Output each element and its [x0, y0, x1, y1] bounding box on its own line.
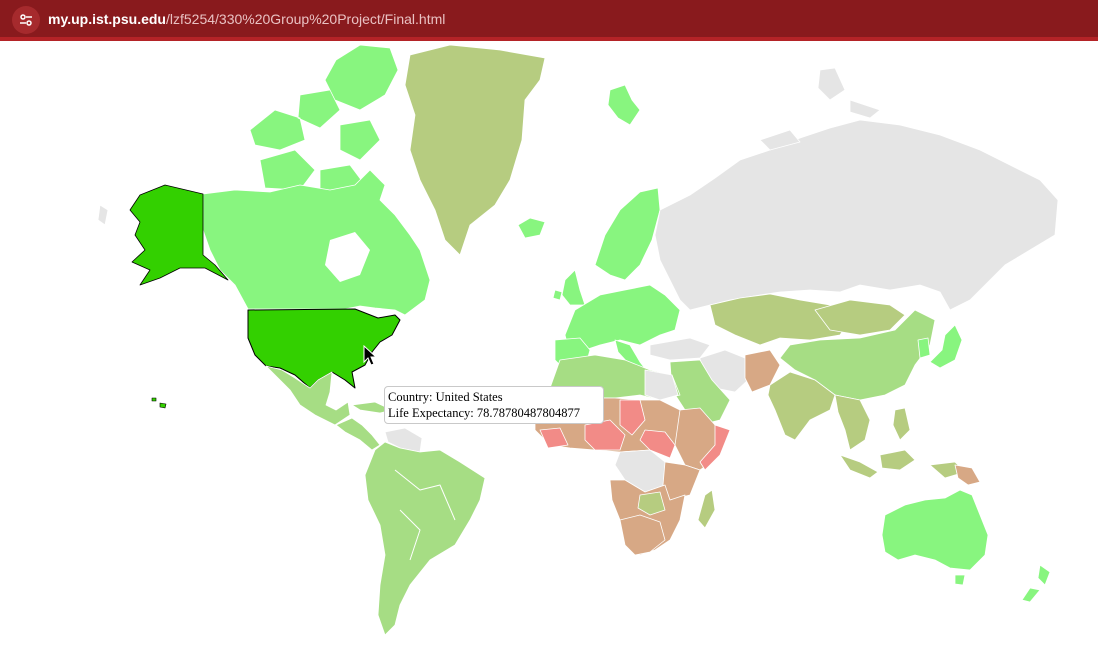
country-papua-new-guinea[interactable]: [954, 464, 981, 486]
country-mexico[interactable]: [265, 365, 351, 426]
tooltip-life-expectancy: Life Expectancy: 78.78780487804877: [388, 406, 580, 420]
country-usa-hawaii[interactable]: [151, 397, 167, 409]
world-map: Country: United States Life Expectancy: …: [0, 41, 1098, 658]
country-somalia[interactable]: [699, 424, 731, 471]
country-indonesia[interactable]: [839, 449, 966, 479]
country-uk[interactable]: [552, 269, 586, 306]
country-greenland[interactable]: [404, 44, 546, 256]
country-new-zealand[interactable]: [1021, 564, 1051, 603]
country-philippines[interactable]: [892, 407, 911, 441]
url-text[interactable]: my.up.ist.psu.edu/lzf5254/330%20Group%20…: [48, 10, 445, 28]
country-mongolia[interactable]: [814, 299, 906, 336]
country-far-east-russia-left[interactable]: [97, 204, 109, 226]
world-map-svg: [97, 44, 1059, 636]
country-south-america[interactable]: [364, 441, 486, 636]
country-saudi-arabia[interactable]: [669, 359, 731, 426]
url-path: /lzf5254/330%20Group%20Project/Final.htm…: [165, 11, 446, 27]
country-canada-arctic[interactable]: [249, 44, 399, 201]
site-settings-icon[interactable]: [12, 6, 40, 34]
country-kazakhstan[interactable]: [709, 293, 851, 346]
country-united-states[interactable]: [247, 308, 401, 389]
country-southeast-asia[interactable]: [834, 394, 871, 451]
country-libya[interactable]: [644, 369, 679, 401]
country-east-africa[interactable]: [662, 461, 701, 501]
country-south-africa[interactable]: [619, 514, 666, 556]
country-korea[interactable]: [917, 337, 931, 359]
country-sahel-low[interactable]: [539, 399, 646, 451]
country-usa-alaska[interactable]: [129, 184, 229, 286]
country-australia[interactable]: [881, 489, 989, 571]
map-tooltip: Country: United States Life Expectancy: …: [384, 386, 604, 424]
tooltip-country: Country: United States: [388, 390, 503, 404]
country-scandinavia[interactable]: [594, 187, 661, 281]
url-host: my.up.ist.psu.edu: [48, 11, 166, 27]
border-brazil: [394, 469, 456, 561]
country-japan[interactable]: [929, 324, 963, 369]
country-svalbard[interactable]: [607, 84, 641, 126]
country-iceland[interactable]: [517, 217, 546, 239]
mouse-cursor-icon: [363, 345, 378, 366]
country-central-africa[interactable]: [639, 429, 676, 459]
hudson-bay: [325, 232, 370, 282]
country-tasmania[interactable]: [954, 574, 966, 586]
browser-address-bar: my.up.ist.psu.edu/lzf5254/330%20Group%20…: [0, 0, 1098, 41]
country-zimbabwe[interactable]: [637, 491, 666, 516]
country-india[interactable]: [767, 371, 836, 441]
country-russia[interactable]: [654, 119, 1059, 311]
country-turkey[interactable]: [649, 337, 711, 361]
country-canada[interactable]: [202, 169, 431, 316]
country-central-america[interactable]: [335, 417, 381, 451]
country-russia-north-islands[interactable]: [759, 67, 881, 151]
country-china[interactable]: [779, 309, 936, 401]
country-madagascar[interactable]: [697, 489, 716, 529]
